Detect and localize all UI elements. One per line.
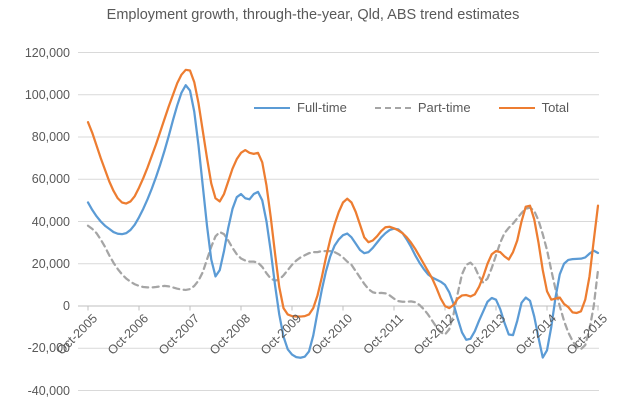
y-axis-tick-label: 60,000 [31,172,70,187]
series-line-full-time [86,84,600,359]
legend-item-full-time[interactable]: Full-time [254,100,347,115]
legend-label-total: Total [541,100,570,115]
part-time-line-swatch [374,106,411,109]
series-line-total [86,68,600,318]
y-axis-tick-label: 80,000 [31,130,70,144]
y-axis-tick-label: 40,000 [31,214,70,229]
y-axis-tick-label: -40,000 [27,383,70,398]
y-axis-tick-label: 120,000 [24,45,70,60]
legend-label-full-time: Full-time [297,100,347,115]
legend-label-part-time: Part-time [417,100,471,115]
y-axis-tick-label: 20,000 [31,256,70,271]
legend: Full-time Part-time Total [254,100,569,115]
legend-item-total[interactable]: Total [498,100,570,115]
y-axis-tick-label: -20,000 [27,341,70,356]
series-line-part-time [86,206,600,351]
chart-title: Employment growth, through-the-year, Qld… [106,7,520,23]
total-line-swatch [498,106,535,109]
y-axis-tick-label: 0 [63,299,70,313]
legend-item-part-time[interactable]: Part-time [374,100,471,115]
y-axis-tick-label: 100,000 [24,87,70,102]
full-time-line-swatch [254,106,290,109]
